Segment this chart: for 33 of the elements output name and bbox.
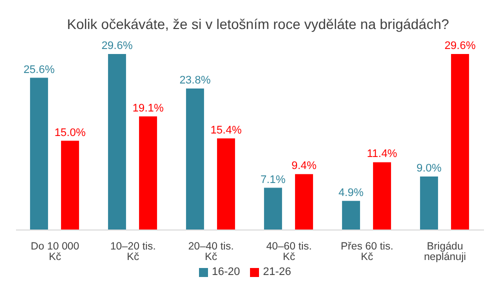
- data-label: 15.4%: [210, 124, 242, 136]
- bar: [420, 176, 438, 230]
- x-tick-label: Brigádu neplánuji: [424, 240, 466, 263]
- data-label: 9.4%: [292, 160, 317, 172]
- data-label: 19.1%: [132, 102, 164, 114]
- x-tick-label: Přes 60 tis. Kč: [340, 240, 394, 263]
- x-tick-label: 40–60 tis. Kč: [266, 240, 312, 263]
- data-label: 9.0%: [416, 162, 442, 174]
- bar: [139, 116, 158, 230]
- data-label: 25.6%: [23, 64, 55, 76]
- bar: [264, 188, 282, 230]
- bar: [373, 162, 392, 230]
- legend-label: 16-20: [212, 266, 240, 278]
- bar: [61, 140, 80, 230]
- data-label: 15.0%: [54, 126, 86, 139]
- data-label: 7.1%: [260, 174, 286, 186]
- data-label: 23.8%: [179, 74, 211, 86]
- bar: [30, 78, 48, 230]
- bar: [108, 54, 126, 230]
- chart-title: Kolik očekáváte, že si v letošním roce vyděláte na brigádách?: [66, 15, 450, 34]
- x-tick-label: 10–20 tis. Kč: [110, 240, 156, 263]
- x-tick-label: 20–40 tis. Kč: [188, 240, 234, 263]
- bar: [217, 138, 236, 230]
- data-label: 4.9%: [338, 186, 364, 199]
- x-tick-label: Do 10 000 Kč: [30, 240, 80, 263]
- bar: [342, 200, 360, 230]
- data-label: 29.6%: [444, 40, 476, 52]
- data-label: 29.6%: [101, 40, 133, 52]
- bar: [295, 174, 314, 230]
- legend-label: 21-26: [263, 266, 292, 278]
- data-label: 11.4%: [366, 148, 398, 160]
- bar: [451, 54, 470, 230]
- bar: [186, 88, 204, 230]
